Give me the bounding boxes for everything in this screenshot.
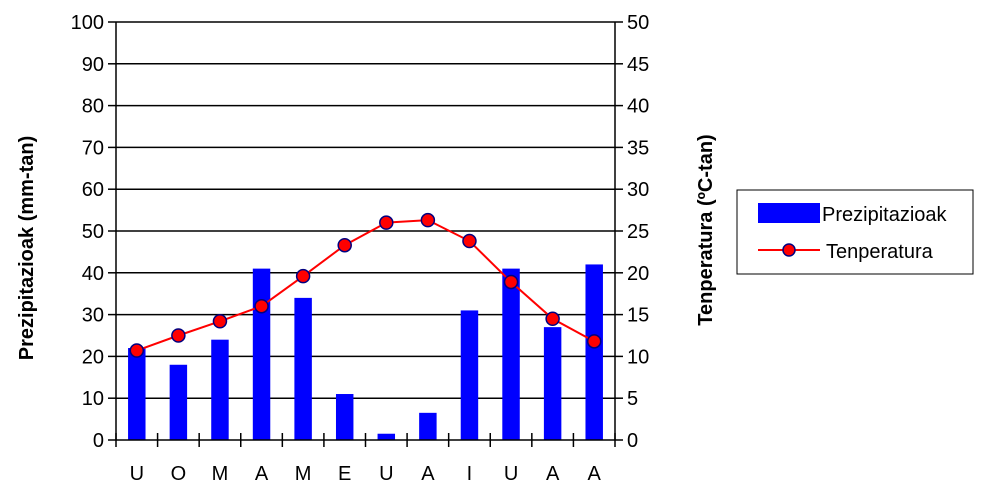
gridlines [116,21,615,399]
x-tick-label: A [588,463,602,485]
temperature-marker [379,215,394,230]
temperature-marker [462,233,477,249]
temperature-marker [545,311,560,327]
right-tick-label: 35 [627,137,649,159]
right-tick-label: 50 [627,12,649,34]
x-tick-label: U [504,463,518,485]
bar [585,264,603,440]
right-tick-label: 20 [627,263,649,285]
temperature-marker [503,274,519,290]
x-tick-label: A [546,463,560,485]
right-tick-label: 45 [627,54,649,76]
x-tick-label: A [421,463,435,485]
bar [252,268,271,440]
temperature-marker [420,212,436,228]
right-tick-label: 5 [627,388,638,410]
temperature-line [136,219,595,352]
left-tick-label: 90 [82,54,104,76]
x-tick-label: A [255,463,269,485]
left-tick-label: 80 [82,96,104,118]
right-tick-label: 0 [627,430,638,452]
bar [377,433,396,440]
bar [128,348,146,440]
temperature-marker [337,237,352,253]
x-tick-label: I [467,463,473,485]
legend: Prezipitazioak Tenperatura [736,189,974,275]
legend-swatch-prezipitazioak [758,203,820,223]
left-tick-label: 30 [82,305,104,327]
legend-label-tenperatura: Tenperatura [826,241,934,263]
x-tick-label: O [171,463,187,485]
right-tick-label: 30 [627,179,649,201]
bar [294,297,312,440]
x-tick-label: U [130,463,144,485]
bar [543,327,562,440]
temperature-marker [254,298,269,314]
bar [419,412,437,440]
y-right-axis-title: Tenperatura (ºC-tan) [695,134,717,325]
bar-series [128,264,603,440]
right-axis-ticks: 0 5 10 15 20 25 30 35 40 45 50 [615,12,649,452]
left-tick-label: 40 [82,263,104,285]
left-tick-label: 100 [71,12,104,34]
temperature-marker [295,268,311,284]
bar [502,268,520,440]
temperature-marker [171,328,186,343]
x-tick-label: M [212,463,229,485]
right-tick-label: 10 [627,346,649,368]
legend-label-prezipitazioak: Prezipitazioak [822,204,948,226]
x-tick-label: E [338,463,351,485]
x-tick-label: M [295,463,312,485]
left-tick-label: 10 [82,388,104,410]
left-tick-label: 20 [82,346,104,368]
x-tick-label: U [379,463,393,485]
left-tick-label: 50 [82,221,104,243]
left-axis-ticks: 0 10 20 30 40 50 60 70 80 90 100 [71,12,116,452]
left-tick-label: 0 [93,430,104,452]
bar [211,339,229,440]
bar [335,394,354,440]
right-tick-label: 40 [627,96,649,118]
right-tick-label: 15 [627,305,649,327]
left-tick-label: 70 [82,137,104,159]
temperature-marker [129,343,145,358]
bar [169,364,188,440]
legend-marker-tenperatura [782,243,796,257]
y-left-axis-title: Prezipitazioak (mm-tan) [16,136,38,360]
temperature-marker [586,334,602,349]
bar [460,310,479,440]
left-tick-label: 60 [82,179,104,201]
line-series [129,212,602,358]
temperature-marker [212,314,228,329]
right-tick-label: 25 [627,221,649,243]
